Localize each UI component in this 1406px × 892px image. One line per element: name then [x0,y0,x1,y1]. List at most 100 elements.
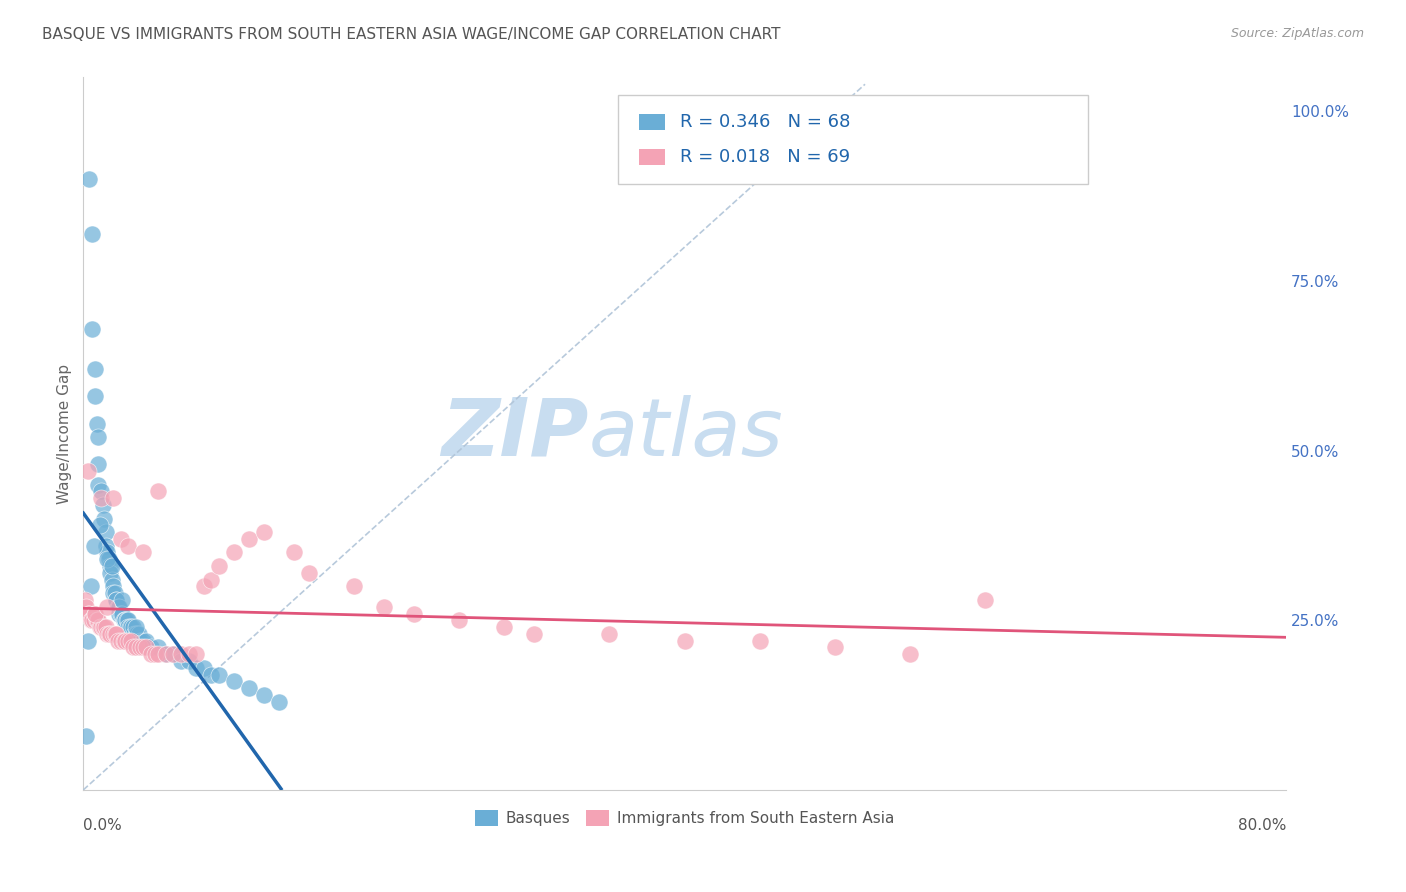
Point [94,620,117,634]
Point [84,362,107,376]
Text: R = 0.018   N = 69: R = 0.018 N = 69 [681,148,851,166]
Point [139,647,162,661]
Point [94,539,117,553]
Point [139,640,162,655]
Point [122,620,145,634]
Point [103,491,125,505]
Point [84,607,107,621]
Point [110,633,132,648]
Point [177,654,200,668]
Point [107,633,129,648]
Point [238,681,260,695]
Point [449,613,471,627]
Point [125,627,148,641]
Point [93,620,115,634]
Point [108,607,131,621]
Point [101,573,124,587]
Point [90,491,112,505]
Point [82,613,104,627]
Point [101,559,124,574]
Point [177,647,200,661]
Point [75,729,97,743]
Point [207,559,229,574]
Point [103,579,125,593]
Point [84,607,107,621]
Point [103,627,125,641]
Point [87,477,110,491]
Point [91,620,114,634]
Point [135,633,157,648]
Point [87,613,110,627]
Point [162,647,184,661]
Point [193,661,215,675]
Point [148,484,170,499]
Point [598,627,620,641]
Point [76,607,98,621]
Point [748,633,770,648]
Point [91,498,114,512]
Text: 80.0%: 80.0% [1237,819,1286,833]
Point [90,484,112,499]
Point [343,579,366,593]
Point [253,524,276,539]
Point [132,640,155,655]
Point [73,593,96,607]
Text: BASQUE VS IMMIGRANTS FROM SOUTH EASTERN ASIA WAGE/INCOME GAP CORRELATION CHART: BASQUE VS IMMIGRANTS FROM SOUTH EASTERN … [42,27,780,42]
Point [127,627,149,641]
Point [111,607,134,621]
Point [114,613,136,627]
Point [115,613,138,627]
Point [104,627,127,641]
Bar [638,114,665,130]
Point [75,599,97,614]
Point [83,613,105,627]
Point [96,599,118,614]
Text: atlas: atlas [589,394,783,473]
Point [120,620,142,634]
Point [87,430,110,444]
Point [82,321,104,335]
Text: 0.0%: 0.0% [83,819,122,833]
Point [107,599,129,614]
Bar [638,149,665,165]
Point [222,545,245,559]
Point [79,172,101,186]
Point [104,586,127,600]
Point [129,640,152,655]
Point [145,647,167,661]
Point [86,417,108,431]
Text: ZIP: ZIP [441,394,589,473]
Point [494,620,516,634]
Point [298,566,321,580]
Point [94,524,117,539]
Point [76,464,98,478]
Point [98,566,121,580]
Point [117,539,139,553]
Text: Source: ZipAtlas.com: Source: ZipAtlas.com [1230,27,1364,40]
Point [110,607,132,621]
Point [110,532,132,546]
Point [108,599,131,614]
Point [673,633,696,648]
Point [132,545,155,559]
Point [105,593,128,607]
Point [87,457,110,471]
Point [89,518,111,533]
Point [283,545,305,559]
Point [207,667,229,681]
Y-axis label: Wage/Income Gap: Wage/Income Gap [58,364,72,504]
Point [253,688,276,702]
Point [824,640,846,655]
Point [96,545,118,559]
Point [128,627,150,641]
Point [117,613,139,627]
Point [193,579,215,593]
Point [122,640,145,655]
Point [76,633,98,648]
Point [82,227,104,241]
Point [184,661,207,675]
Point [105,627,128,641]
Point [80,613,103,627]
Point [170,647,193,661]
Point [98,559,121,574]
